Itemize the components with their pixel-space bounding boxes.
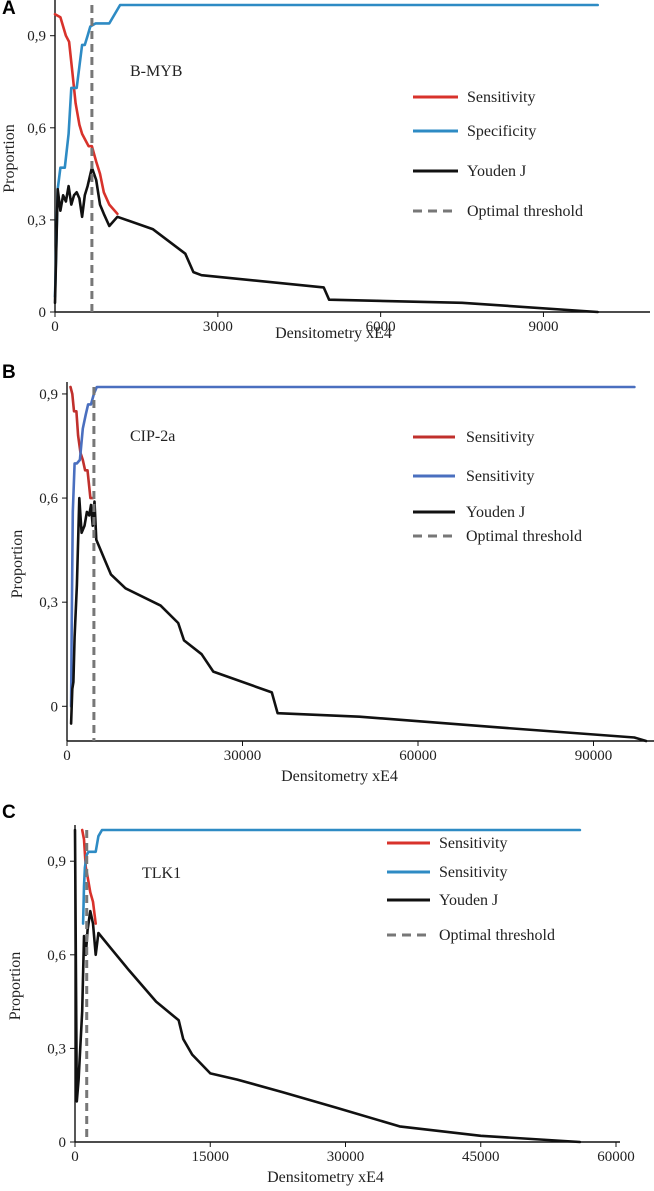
- panel-letter-c: C: [2, 802, 16, 823]
- series-line-youden-j-3: [53, 166, 600, 314]
- series-line-sensitivity-1: [53, 12, 119, 216]
- legend-label: Youden J: [466, 504, 525, 521]
- y-tick-label: 0,6: [27, 121, 46, 137]
- x-axis-label: Densitometry xE4: [275, 325, 392, 342]
- y-axis-label: Proportion: [9, 530, 26, 598]
- chart-b-myb: 0 0,3 0,6 0,9 0 3000 6000 9000 Proportion Densito…: [1, 0, 650, 342]
- series-line-youden-j-3: [73, 828, 582, 1144]
- y-tick-label: 0,3: [39, 595, 58, 611]
- x-tick-label: 90000: [575, 748, 613, 764]
- x-axis-label: Densitometry xE4: [281, 768, 398, 785]
- legend-label: Sensitivity: [466, 468, 534, 485]
- series-line-sensitivity-2: [81, 828, 582, 925]
- y-tick-label: 0,3: [27, 213, 46, 229]
- x-tick-label: 30000: [224, 748, 262, 764]
- series-line-sensitivity-2: [69, 385, 636, 708]
- x-tick-label: 0: [51, 319, 59, 335]
- x-tick-label: 0: [63, 748, 71, 764]
- y-tick-label: 0,6: [39, 491, 58, 507]
- panel-b-cip-2a: B 0 0,3 0,6 0,9 0 30000 60000 90000 Proportion De…: [0, 362, 654, 790]
- chart-tlk1: 0 0,3 0,6 0,9 0 15000 30000 45000 60000 Proportio…: [7, 825, 635, 1186]
- x-tick-label: 6000: [366, 319, 396, 335]
- x-tick-label: 45000: [462, 1149, 500, 1165]
- panel-a-b-myb: A 0 0,3 0,6 0,9 0 3000 6000 9000 Proportion Densi…: [0, 0, 654, 352]
- legend-label: Youden J: [439, 892, 498, 909]
- panel-c-tlk1: C 0 0,3 0,6 0,9 0 15000 30000 45000 60000 Proport…: [0, 802, 654, 1191]
- y-tick-label: 0: [51, 699, 59, 715]
- legend-label: Youden J: [467, 163, 526, 180]
- legend-label: Optimal threshold: [467, 203, 583, 220]
- legend-label: Sensitivity: [467, 89, 535, 106]
- legend-label: Sensitivity: [466, 429, 534, 446]
- y-tick-label: 0,9: [27, 29, 46, 45]
- gene-annotation: CIP-2a: [130, 428, 175, 445]
- x-tick-label: 60000: [399, 748, 437, 764]
- legend-label: Specificity: [467, 123, 536, 140]
- y-tick-label: 0,9: [39, 387, 58, 403]
- x-tick-label: 9000: [528, 319, 558, 335]
- x-axis-label: Densitometry xE4: [267, 1169, 384, 1186]
- y-tick-label: 0: [59, 1135, 67, 1151]
- series-line-specificity-2: [53, 3, 600, 298]
- x-tick-label: 15000: [192, 1149, 230, 1165]
- y-axis-label: Proportion: [7, 952, 24, 1020]
- y-tick-label: 0: [39, 305, 47, 321]
- legend-label: Optimal threshold: [466, 528, 582, 545]
- chart-cip-2a: 0 0,3 0,6 0,9 0 30000 60000 90000 Proportion Dens…: [9, 382, 654, 785]
- y-tick-label: 0,9: [47, 854, 66, 870]
- x-tick-label: 0: [71, 1149, 79, 1165]
- series-line-youden-j-3: [69, 496, 648, 743]
- legend-label: Optimal threshold: [439, 927, 555, 944]
- gene-annotation: TLK1: [142, 865, 181, 882]
- panel-letter-b: B: [2, 362, 16, 383]
- y-tick-label: 0,3: [47, 1041, 66, 1057]
- panel-letter-a: A: [2, 0, 16, 19]
- gene-annotation: B-MYB: [130, 63, 182, 80]
- x-tick-label: 60000: [597, 1149, 635, 1165]
- x-tick-label: 3000: [203, 319, 233, 335]
- y-axis-label: Proportion: [1, 124, 18, 192]
- legend-label: Sensitivity: [439, 864, 507, 881]
- y-tick-label: 0,6: [47, 948, 66, 964]
- legend-label: Sensitivity: [439, 835, 507, 852]
- x-tick-label: 30000: [327, 1149, 365, 1165]
